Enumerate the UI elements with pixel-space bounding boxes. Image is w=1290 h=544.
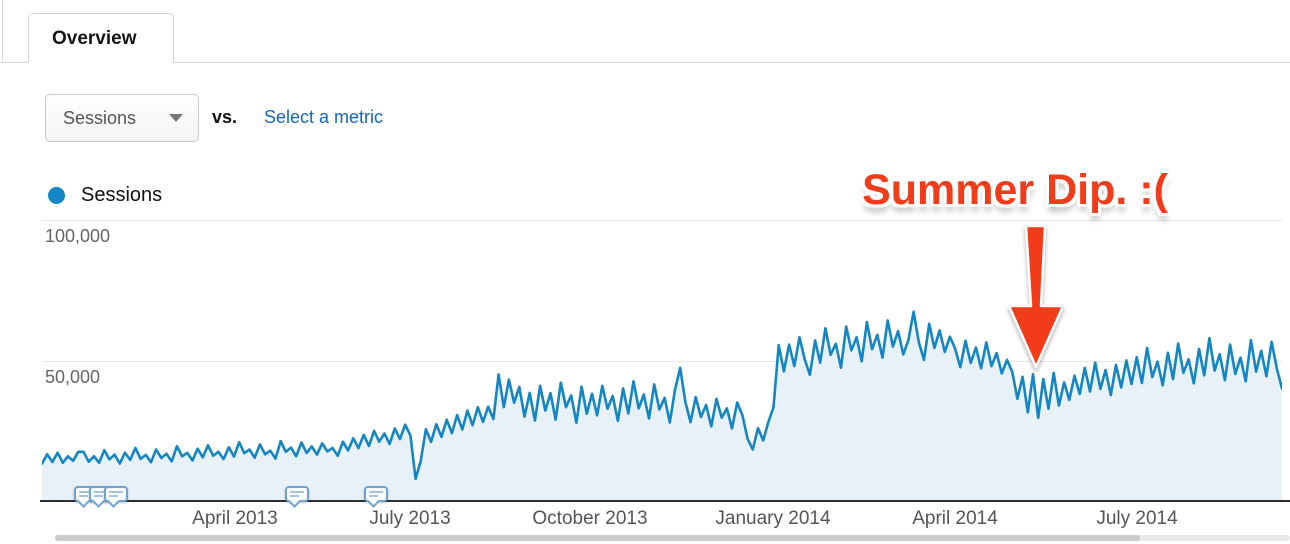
annotation-marker-tail bbox=[107, 495, 120, 508]
gridline-100k bbox=[42, 220, 1282, 221]
horizontal-scrollbar-thumb[interactable] bbox=[55, 535, 1140, 541]
vs-label: vs. bbox=[212, 107, 238, 127]
chevron-down-icon bbox=[169, 114, 183, 122]
metric-dropdown[interactable]: Sessions bbox=[45, 94, 199, 142]
panel-left-border bbox=[2, 0, 3, 62]
annotation-marker-icon[interactable] bbox=[364, 486, 389, 508]
annotation-marker-tail bbox=[367, 495, 380, 508]
select-a-metric-link[interactable]: Select a metric bbox=[264, 107, 384, 127]
legend-series-label: Sessions bbox=[81, 184, 163, 206]
x-axis-label: October 2013 bbox=[532, 508, 648, 529]
annotation-marker-icon[interactable] bbox=[284, 486, 309, 508]
down-arrow-icon bbox=[1007, 224, 1065, 369]
annotation-marker-tail bbox=[92, 495, 105, 508]
series-color-dot-icon bbox=[48, 187, 65, 204]
y-axis-label-50k: 50,000 bbox=[45, 367, 101, 387]
x-axis-label: April 2014 bbox=[912, 508, 998, 529]
x-axis-label: January 2014 bbox=[715, 508, 831, 529]
series-line bbox=[42, 310, 1282, 481]
sessions-line-chart[interactable] bbox=[42, 220, 1282, 502]
tab-overview-label: Overview bbox=[52, 27, 137, 49]
annotation-marker-tail bbox=[288, 495, 301, 508]
gridline-50k bbox=[42, 361, 1282, 362]
chart-legend: Sessions bbox=[48, 184, 162, 207]
x-axis-label: April 2013 bbox=[192, 508, 278, 529]
tab-overview[interactable]: Overview bbox=[28, 13, 174, 64]
summer-dip-annotation-text: Summer Dip. :( bbox=[862, 166, 1168, 214]
annotation-marker-tail bbox=[77, 495, 90, 508]
metric-dropdown-value: Sessions bbox=[63, 107, 137, 128]
y-axis-label-100k: 100,000 bbox=[45, 226, 111, 246]
x-axis-line bbox=[40, 500, 1290, 502]
tabbar-divider bbox=[0, 62, 1290, 63]
x-axis-label: July 2014 bbox=[1096, 508, 1178, 529]
x-axis-label: July 2013 bbox=[369, 508, 451, 529]
annotation-marker-icon[interactable] bbox=[104, 486, 129, 508]
